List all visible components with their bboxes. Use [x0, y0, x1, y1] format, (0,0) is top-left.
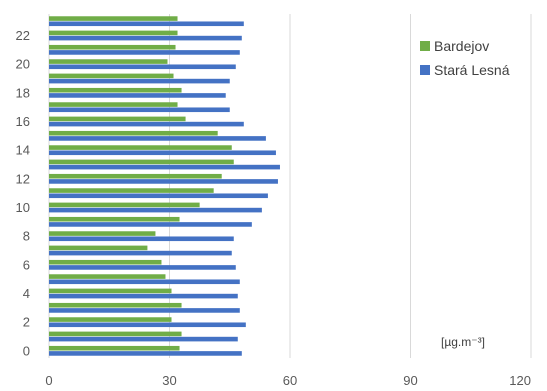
bar-stara-lesna-7	[49, 250, 232, 256]
bar-bardejov-16	[49, 116, 186, 122]
bar-stara-lesna-5	[49, 279, 240, 285]
bar-bardejov-17	[49, 102, 178, 107]
bar-stara-lesna-0	[49, 351, 242, 356]
legend-label-bardejov: Bardejov	[434, 38, 489, 54]
bar-stara-lesna-4	[49, 293, 238, 299]
bar-bardejov-21	[49, 44, 176, 50]
bar-bardejov-23	[49, 16, 178, 21]
unit-label: [µg.m⁻³]	[441, 335, 485, 349]
bar-bardejov-5	[49, 274, 166, 279]
bar-stara-lesna-21	[49, 50, 240, 55]
bars	[49, 16, 280, 356]
bar-stara-lesna-11	[49, 193, 268, 199]
bar-bardejov-18	[49, 87, 182, 93]
bar-bardejov-13	[49, 159, 234, 165]
bar-bardejov-10	[49, 202, 200, 208]
bar-stara-lesna-15	[49, 136, 266, 141]
bar-bardejov-12	[49, 173, 222, 179]
legend: Bardejov Stará Lesná	[420, 38, 510, 78]
bar-stara-lesna-18	[49, 93, 226, 98]
y-tick-label: 4	[23, 286, 30, 301]
y-tick-label: 10	[16, 200, 30, 215]
bar-stara-lesna-3	[49, 308, 240, 313]
bar-bardejov-20	[49, 59, 168, 64]
y-tick-label: 2	[23, 315, 30, 330]
bar-bardejov-2	[49, 317, 172, 322]
bar-stara-lesna-12	[49, 179, 278, 184]
y-tick-label: 16	[16, 114, 30, 129]
y-tick-label: 20	[16, 57, 30, 72]
gridlines	[48, 14, 532, 358]
x-tick-label: 0	[45, 373, 52, 388]
y-tick-label: 0	[23, 343, 30, 358]
legend-label-stara-lesna: Stará Lesná	[434, 62, 510, 78]
bar-stara-lesna-9	[49, 222, 252, 227]
y-tick-label: 8	[23, 229, 30, 244]
bar-stara-lesna-1	[49, 336, 238, 342]
bar-stara-lesna-23	[49, 21, 244, 27]
legend-swatch-stara-lesna	[420, 65, 430, 75]
x-tick-label: 60	[283, 373, 297, 388]
bar-bardejov-6	[49, 259, 162, 265]
bar-bardejov-11	[49, 188, 214, 193]
x-tick-label: 30	[162, 373, 176, 388]
y-axis-tick-labels: 0 2 4 6 8 10 12 14 16 18 20 22	[16, 28, 30, 358]
legend-swatch-bardejov	[420, 41, 430, 51]
bar-stara-lesna-22	[49, 35, 242, 41]
bar-stara-lesna-20	[49, 64, 236, 70]
bar-bardejov-22	[49, 30, 178, 36]
bar-bardejov-7	[49, 245, 148, 251]
bar-stara-lesna-6	[49, 265, 236, 270]
bar-bardejov-14	[49, 145, 232, 150]
bar-stara-lesna-19	[49, 78, 230, 84]
bar-stara-lesna-2	[49, 322, 246, 328]
x-tick-label: 120	[509, 373, 531, 388]
x-axis-tick-labels: 0 30 60 90 120	[45, 373, 531, 388]
bar-bardejov-19	[49, 73, 174, 79]
x-tick-label: 90	[403, 373, 417, 388]
bar-bardejov-4	[49, 288, 172, 294]
bar-bardejov-0	[49, 345, 180, 351]
bar-bardejov-9	[49, 216, 180, 222]
bar-stara-lesna-8	[49, 236, 234, 242]
y-tick-label: 6	[23, 257, 30, 272]
bar-bardejov-1	[49, 331, 182, 337]
bar-bardejov-3	[49, 302, 182, 308]
bar-stara-lesna-17	[49, 107, 230, 113]
bar-stara-lesna-13	[49, 164, 280, 170]
bar-bardejov-8	[49, 231, 156, 236]
bar-stara-lesna-16	[49, 121, 244, 127]
y-tick-label: 14	[16, 143, 30, 158]
y-tick-label: 12	[16, 171, 30, 186]
y-tick-label: 18	[16, 85, 30, 100]
y-tick-label: 22	[16, 28, 30, 43]
bar-stara-lesna-10	[49, 207, 262, 213]
bar-stara-lesna-14	[49, 150, 276, 156]
bar-bardejov-15	[49, 130, 218, 136]
